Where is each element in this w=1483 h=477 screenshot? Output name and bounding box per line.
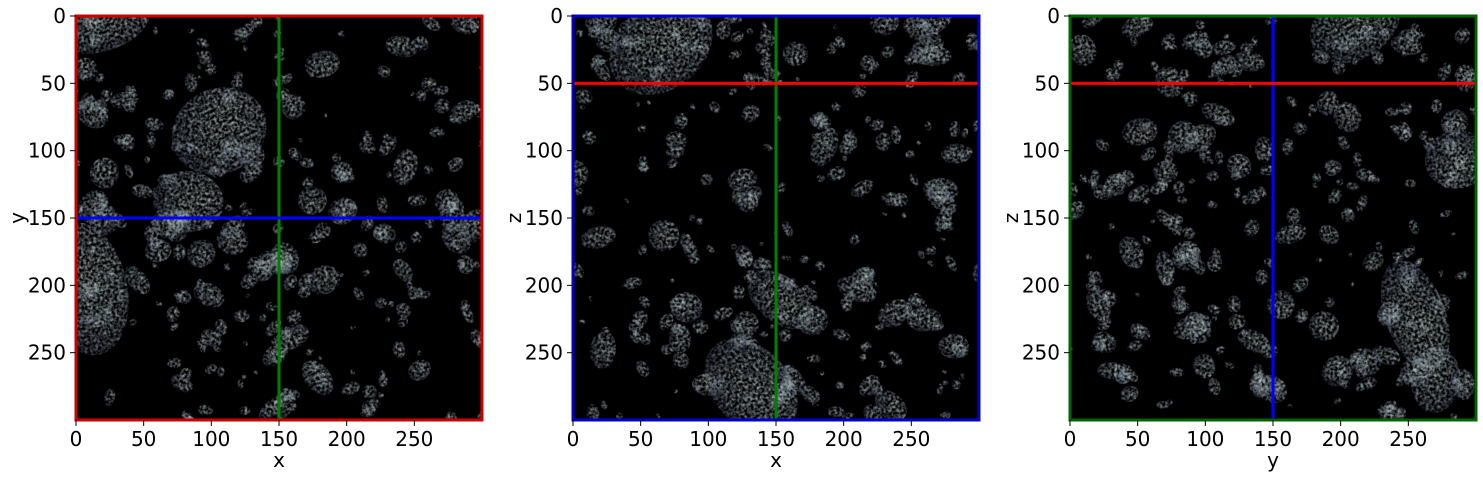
y-tick-label: 250 — [1022, 341, 1060, 365]
y-tick-label: 200 — [525, 273, 563, 297]
panel-xy: 0 50 100 150 200 250 0 50 100 150 200 250 x y — [5, 4, 484, 472]
y-axis-label: y — [5, 212, 29, 224]
panel-xz: 0 50 100 150 200 250 0 50 100 150 200 250 x z — [502, 4, 981, 472]
y-tick-label: 50 — [538, 71, 563, 95]
x-axis-label: x — [770, 448, 782, 472]
x-tick-label: 200 — [825, 427, 863, 451]
x-tick-label: 0 — [567, 427, 580, 451]
x-tick-label: 100 — [192, 427, 230, 451]
x-tick-label: 0 — [70, 427, 83, 451]
x-tick-label: 100 — [689, 427, 727, 451]
y-tick-label: 0 — [550, 4, 563, 28]
y-tick-label: 200 — [28, 273, 66, 297]
x-tick-label: 250 — [395, 427, 433, 451]
y-tick-label: 100 — [525, 139, 563, 163]
y-axis-label: z — [502, 213, 526, 224]
x-tick-label: 0 — [1064, 427, 1077, 451]
y-tick-label: 50 — [41, 71, 66, 95]
y-tick-label: 200 — [1022, 273, 1060, 297]
x-tick-label: 50 — [1125, 427, 1150, 451]
y-tick-label: 50 — [1035, 71, 1060, 95]
grain-texture-yz — [1070, 16, 1476, 420]
panel-yz: 0 50 100 150 200 250 0 50 100 150 200 250 y z — [999, 4, 1478, 472]
x-axis-label: y — [1267, 448, 1279, 472]
y-tick-label: 100 — [1022, 139, 1060, 163]
y-tick-label: 150 — [28, 206, 66, 230]
grain-texture-xy — [76, 16, 482, 420]
y-tick-label: 150 — [525, 206, 563, 230]
y-tick-label: 250 — [28, 341, 66, 365]
x-tick-label: 150 — [757, 427, 795, 451]
x-tick-label: 200 — [1322, 427, 1360, 451]
x-tick-label: 150 — [260, 427, 298, 451]
y-tick-label: 100 — [28, 139, 66, 163]
y-tick-label: 150 — [1022, 206, 1060, 230]
x-tick-label: 250 — [1389, 427, 1427, 451]
x-tick-label: 200 — [328, 427, 366, 451]
x-axis-label: x — [273, 448, 285, 472]
y-tick-label: 0 — [1047, 4, 1060, 28]
y-tick-label: 0 — [53, 4, 66, 28]
x-tick-label: 50 — [628, 427, 653, 451]
x-tick-label: 100 — [1186, 427, 1224, 451]
y-axis-label: z — [999, 213, 1023, 224]
y-tick-label: 250 — [525, 341, 563, 365]
x-tick-label: 50 — [131, 427, 156, 451]
x-tick-label: 150 — [1254, 427, 1292, 451]
x-tick-label: 250 — [892, 427, 930, 451]
